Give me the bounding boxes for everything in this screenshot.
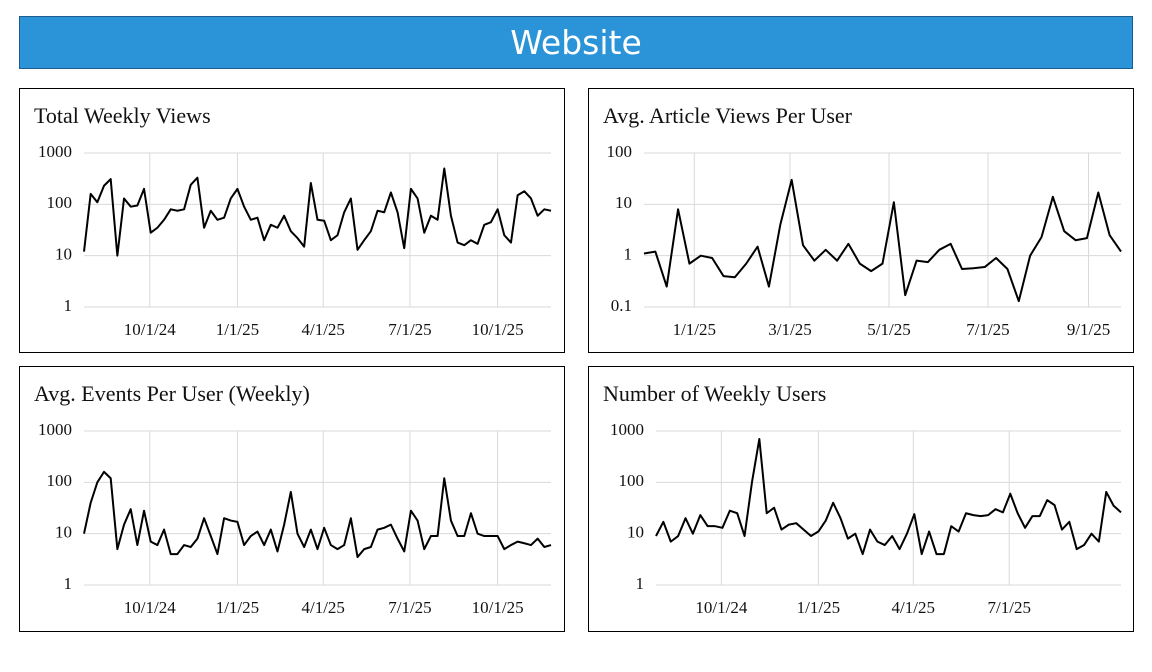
x-tick-label: 4/1/25 xyxy=(892,598,935,617)
x-tick-label: 10/1/24 xyxy=(695,598,747,617)
x-tick-label: 1/1/25 xyxy=(673,320,716,339)
y-tick-label: 1 xyxy=(636,574,645,593)
y-tick-label: 100 xyxy=(47,193,73,212)
y-tick-label: 10 xyxy=(55,523,72,542)
x-tick-label: 5/1/25 xyxy=(867,320,910,339)
header-bar: Website xyxy=(19,16,1133,69)
x-tick-label: 7/1/25 xyxy=(388,320,431,339)
y-tick-label: 1 xyxy=(64,574,73,593)
data-line xyxy=(83,167,552,257)
y-tick-label: 1 xyxy=(624,245,633,264)
chart-panel: Avg. Article Views Per User 0.1 1 10 100 1/1/… xyxy=(588,88,1134,353)
x-tick-label: 3/1/25 xyxy=(768,320,811,339)
y-tick-label: 10 xyxy=(55,245,72,264)
y-tick-label: 1 xyxy=(64,296,73,315)
x-tick-label: 1/1/25 xyxy=(797,598,840,617)
x-tick-label: 10/1/24 xyxy=(124,598,176,617)
y-tick-label: 1000 xyxy=(38,420,72,439)
x-tick-label: 4/1/25 xyxy=(301,598,344,617)
x-tick-label: 10/1/25 xyxy=(472,598,524,617)
x-tick-label: 7/1/25 xyxy=(388,598,431,617)
y-tick-label: 0.1 xyxy=(611,296,632,315)
x-tick-label: 7/1/25 xyxy=(966,320,1009,339)
data-line xyxy=(83,470,552,559)
y-tick-label: 100 xyxy=(47,471,73,490)
chart-panel: Number of Weekly Users 1 10 100 1000 10/1/24 1… xyxy=(588,366,1134,632)
y-tick-label: 100 xyxy=(607,142,633,161)
y-tick-label: 1000 xyxy=(38,142,72,161)
x-tick-label: 1/1/25 xyxy=(216,320,259,339)
x-tick-label: 10/1/25 xyxy=(472,320,524,339)
x-tick-label: 7/1/25 xyxy=(988,598,1031,617)
x-tick-label: 1/1/25 xyxy=(216,598,259,617)
y-tick-label: 1000 xyxy=(610,420,644,439)
y-tick-label: 10 xyxy=(627,523,644,542)
x-tick-label: 10/1/24 xyxy=(124,320,176,339)
data-line xyxy=(643,178,1122,303)
chart-panel: Avg. Events Per User (Weekly) 1 10 100 1000 1… xyxy=(19,366,565,632)
y-tick-label: 100 xyxy=(619,471,645,490)
x-tick-label: 9/1/25 xyxy=(1067,320,1110,339)
chart-title: Total Weekly Views xyxy=(34,103,211,128)
y-tick-label: 10 xyxy=(615,193,632,212)
chart-title: Avg. Article Views Per User xyxy=(603,103,853,128)
chart-panel: Total Weekly Views 1 10 100 1000 10/1/24 1/1/2… xyxy=(19,88,565,353)
data-line xyxy=(655,437,1122,556)
chart-title: Avg. Events Per User (Weekly) xyxy=(34,381,310,406)
x-tick-label: 4/1/25 xyxy=(301,320,344,339)
chart-title: Number of Weekly Users xyxy=(603,381,826,406)
